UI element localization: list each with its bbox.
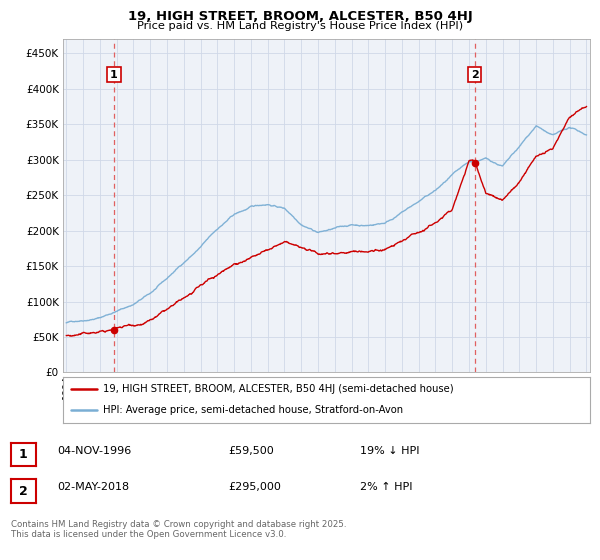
Text: HPI: Average price, semi-detached house, Stratford-on-Avon: HPI: Average price, semi-detached house,… xyxy=(103,405,403,416)
Text: 04-NOV-1996: 04-NOV-1996 xyxy=(57,446,131,456)
Text: £59,500: £59,500 xyxy=(228,446,274,456)
Text: 19, HIGH STREET, BROOM, ALCESTER, B50 4HJ: 19, HIGH STREET, BROOM, ALCESTER, B50 4H… xyxy=(128,10,472,23)
Text: 02-MAY-2018: 02-MAY-2018 xyxy=(57,482,129,492)
Text: Contains HM Land Registry data © Crown copyright and database right 2025.
This d: Contains HM Land Registry data © Crown c… xyxy=(11,520,346,539)
Text: 19% ↓ HPI: 19% ↓ HPI xyxy=(360,446,419,456)
Text: 19, HIGH STREET, BROOM, ALCESTER, B50 4HJ (semi-detached house): 19, HIGH STREET, BROOM, ALCESTER, B50 4H… xyxy=(103,384,453,394)
Text: 2: 2 xyxy=(470,69,478,80)
Text: Price paid vs. HM Land Registry's House Price Index (HPI): Price paid vs. HM Land Registry's House … xyxy=(137,21,463,31)
Text: 1: 1 xyxy=(110,69,118,80)
Text: 2: 2 xyxy=(19,484,28,498)
Text: £295,000: £295,000 xyxy=(228,482,281,492)
Text: 1: 1 xyxy=(19,448,28,461)
Text: 2% ↑ HPI: 2% ↑ HPI xyxy=(360,482,413,492)
